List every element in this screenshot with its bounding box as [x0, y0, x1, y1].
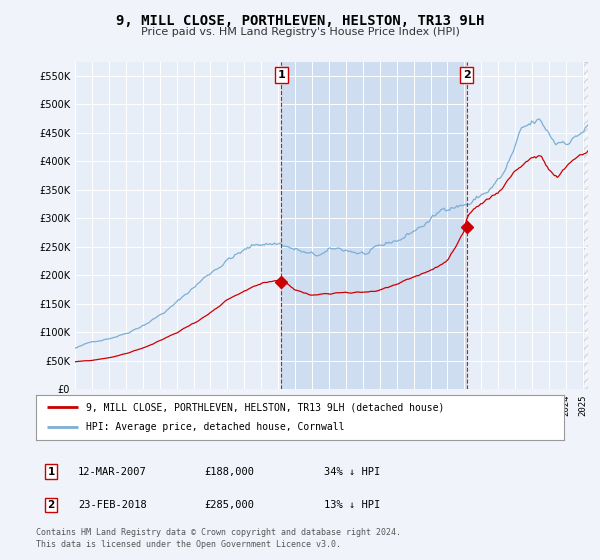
Text: 1: 1: [278, 70, 285, 80]
Text: 9, MILL CLOSE, PORTHLEVEN, HELSTON, TR13 9LH: 9, MILL CLOSE, PORTHLEVEN, HELSTON, TR13…: [116, 14, 484, 28]
Text: HPI: Average price, detached house, Cornwall: HPI: Average price, detached house, Corn…: [86, 422, 344, 432]
Text: 13% ↓ HPI: 13% ↓ HPI: [324, 500, 380, 510]
Bar: [583, 62, 596, 389]
Text: 2: 2: [47, 500, 55, 510]
Bar: [281, 62, 467, 389]
Text: 34% ↓ HPI: 34% ↓ HPI: [324, 466, 380, 477]
Text: 2: 2: [463, 70, 470, 80]
Text: 9, MILL CLOSE, PORTHLEVEN, HELSTON, TR13 9LH (detached house): 9, MILL CLOSE, PORTHLEVEN, HELSTON, TR13…: [86, 402, 445, 412]
Text: £188,000: £188,000: [204, 466, 254, 477]
Text: 23-FEB-2018: 23-FEB-2018: [78, 500, 147, 510]
Text: Contains HM Land Registry data © Crown copyright and database right 2024.
This d: Contains HM Land Registry data © Crown c…: [36, 528, 401, 549]
Text: £285,000: £285,000: [204, 500, 254, 510]
Text: Price paid vs. HM Land Registry's House Price Index (HPI): Price paid vs. HM Land Registry's House …: [140, 27, 460, 37]
Text: 1: 1: [47, 466, 55, 477]
Text: 12-MAR-2007: 12-MAR-2007: [78, 466, 147, 477]
